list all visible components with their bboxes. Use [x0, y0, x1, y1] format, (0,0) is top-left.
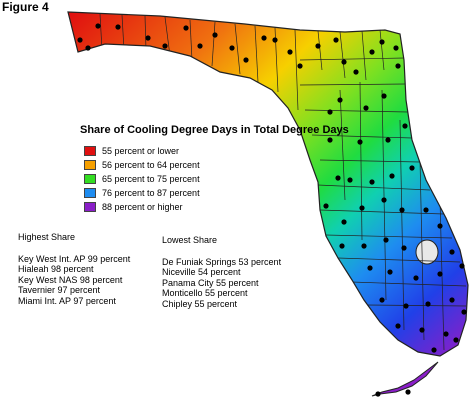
legend-label: 55 percent or lower: [102, 146, 180, 156]
legend-label: 76 percent to 87 percent: [102, 188, 200, 198]
legend-label: 65 percent to 75 percent: [102, 174, 200, 184]
legend: 55 percent or lower 56 percent to 64 per…: [84, 144, 200, 214]
legend-swatch: [84, 188, 96, 198]
lowest-share-entry: Panama City 55 percent: [162, 277, 259, 288]
highest-share-block: Highest Share Key West Int. AP 99 percen…: [18, 232, 130, 306]
lowest-share-heading: Lowest Share: [162, 235, 218, 245]
legend-swatch: [84, 202, 96, 212]
lowest-share-entry: Monticello 55 percent: [162, 288, 248, 298]
lowest-share-block: Lowest Share De Funiak Springs 53 percen…: [162, 235, 281, 309]
highest-share-entry: Miami Int. AP 97 percent: [18, 295, 116, 306]
legend-item: 65 percent to 75 percent: [84, 172, 200, 186]
legend-title: Share of Cooling Degree Days in Total De…: [80, 124, 349, 136]
county-boundaries: [99, 13, 467, 351]
legend-item: 88 percent or higher: [84, 200, 200, 214]
legend-swatch: [84, 160, 96, 170]
highest-share-entry: Hialeah 98 percent: [18, 264, 94, 274]
legend-swatch: [84, 146, 96, 156]
legend-item: 55 percent or lower: [84, 144, 200, 158]
highest-share-entry: Key West Int. AP 99 percent: [18, 253, 131, 264]
state-shape: [67, 11, 469, 397]
legend-label: 88 percent or higher: [102, 202, 183, 212]
lowest-share-entry: De Funiak Springs 53 percent: [162, 256, 282, 267]
legend-swatch: [84, 174, 96, 184]
legend-label: 56 percent to 64 percent: [102, 160, 200, 170]
lowest-share-entry: Chipley 55 percent: [162, 298, 238, 309]
lowest-share-entry: Niceville 54 percent: [162, 267, 241, 277]
legend-item: 56 percent to 64 percent: [84, 158, 200, 172]
legend-item: 76 percent to 87 percent: [84, 186, 200, 200]
figure-label: Figure 4: [2, 0, 49, 14]
highest-share-entry: Tavernier 97 percent: [18, 285, 101, 295]
highest-share-entry: Key West NAS 98 percent: [18, 274, 123, 285]
highest-share-heading: Highest Share: [18, 232, 76, 242]
station-markers: [77, 23, 467, 397]
